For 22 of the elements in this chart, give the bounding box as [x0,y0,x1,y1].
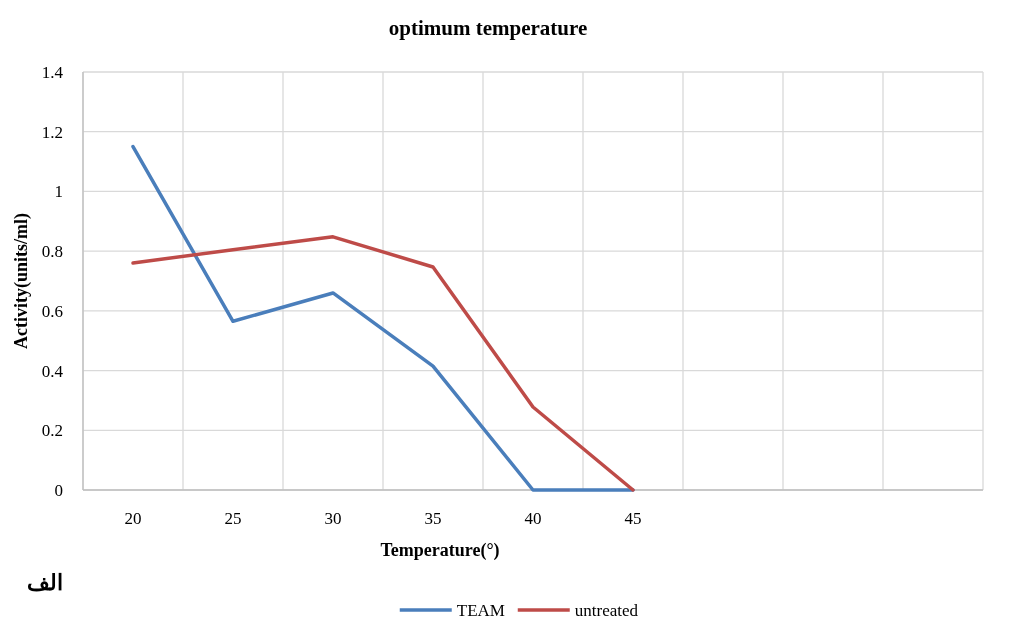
y-tick-label: 1.4 [41,63,64,82]
x-tick-label: 40 [524,509,542,528]
x-tick-label: 30 [324,509,342,528]
y-tick-label: 1.2 [41,122,63,142]
chart-title: optimum temperature [388,16,588,40]
y-axis-title: Activity(units/ml) [11,213,32,349]
x-tick-label: 45 [624,509,642,528]
line-series [131,144,635,492]
y-tick-label: 0.4 [41,361,64,381]
legend-label: untreated [574,601,639,620]
x-tick-label: 20 [124,509,142,528]
y-tick-label: 0.8 [41,242,63,262]
x-tick-label: 25 [224,509,242,528]
line-series [131,235,635,492]
text: الف [27,570,63,595]
y-tick-label: 0.6 [41,301,63,321]
y-tick-label: 0.2 [41,421,63,441]
y-tick-label: 0 [54,481,63,500]
x-axis-title: Temperature(°) [380,540,500,561]
legend-label: TEAM [456,601,505,620]
x-tick-label: 35 [424,509,442,528]
y-tick-label: 1 [54,182,63,202]
